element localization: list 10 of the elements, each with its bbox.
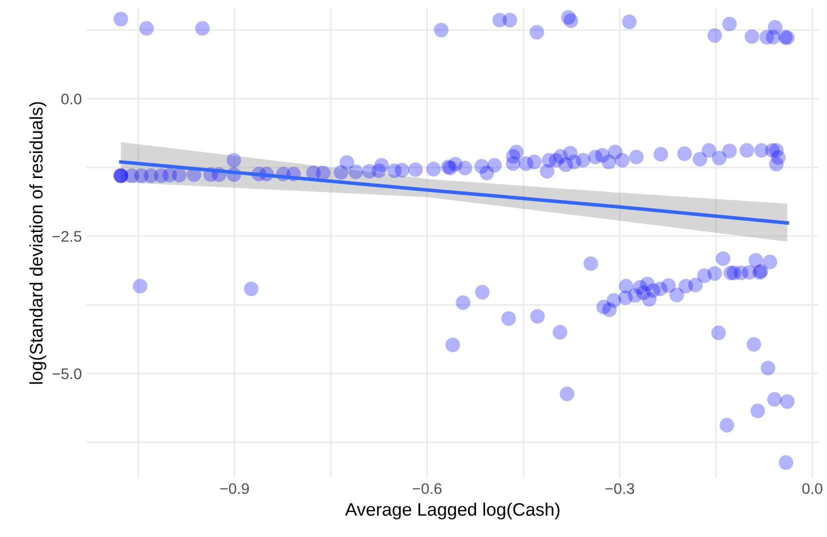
x-tick-label: −0.3 xyxy=(605,483,634,494)
x-axis-title: Average Lagged log(Cash) xyxy=(345,502,560,520)
x-tick-label: 0.0 xyxy=(802,483,822,494)
line-series xyxy=(119,160,790,225)
x-tick-label: −0.6 xyxy=(412,483,442,494)
y-tick-label: −5.0 xyxy=(52,368,82,380)
y-axis-title: log(Standard deviation of residuals) xyxy=(29,102,46,384)
y-tick-label: 0.0 xyxy=(61,94,82,104)
y-tick-label: −2.5 xyxy=(52,230,82,242)
x-tick-label: −0.9 xyxy=(220,483,249,494)
